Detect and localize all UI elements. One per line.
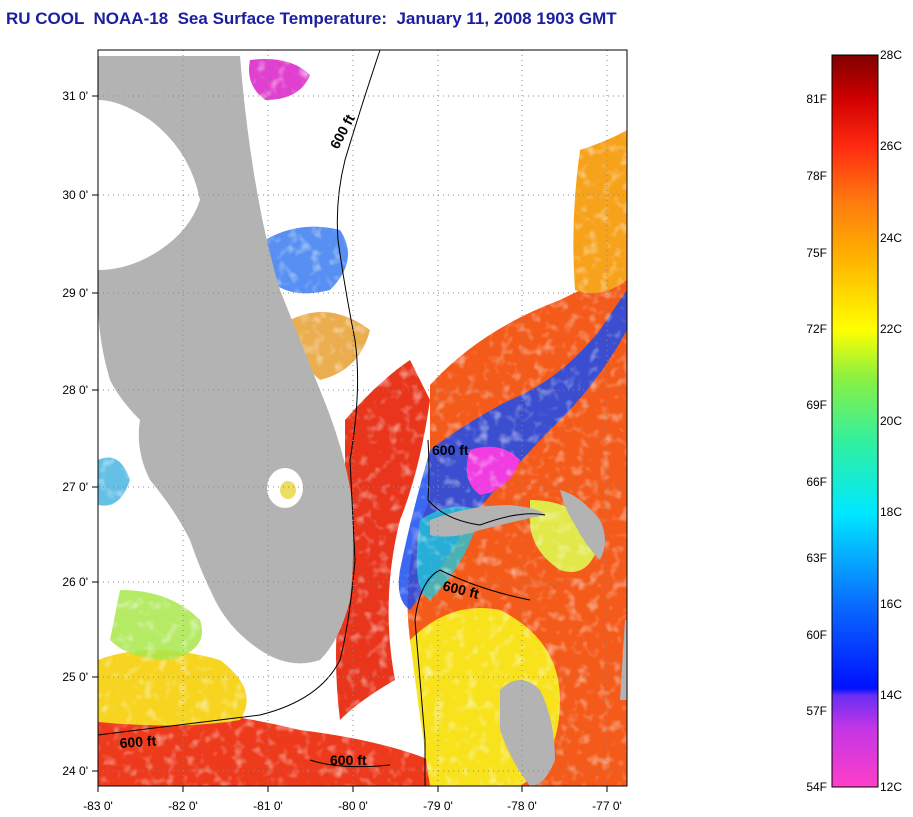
colorbar-fahrenheit-labels: 81F 78F 75F 72F 69F 66F 63F 60F 57F 54F (806, 92, 827, 794)
cay-land (620, 620, 627, 700)
colorbar-gradient (831, 54, 879, 788)
celsius-label: 28C (880, 48, 902, 62)
lon-label: -83 0' (83, 799, 113, 813)
celsius-label: 20C (880, 414, 902, 428)
lat-label: 25 0' (62, 670, 88, 684)
lon-label: -78 0' (507, 799, 537, 813)
celsius-label: 14C (880, 688, 902, 702)
fahrenheit-label: 54F (806, 780, 827, 794)
florida-land (98, 56, 354, 664)
fahrenheit-label: 72F (806, 322, 827, 336)
isobath-label: 600 ft (330, 752, 367, 768)
celsius-label: 24C (880, 231, 902, 245)
longitude-labels: -83 0' -82 0' -81 0' -80 0' -79 0' -78 0… (83, 799, 622, 813)
latitude-labels: 31 0' 30 0' 29 0' 28 0' 27 0' 26 0' 25 0… (62, 89, 88, 778)
lat-lon-grid (98, 50, 627, 786)
celsius-label: 18C (880, 505, 902, 519)
lon-label: -81 0' (253, 799, 283, 813)
fahrenheit-label: 60F (806, 628, 827, 642)
lon-label: -80 0' (338, 799, 368, 813)
fahrenheit-label: 81F (806, 92, 827, 106)
fahrenheit-label: 69F (806, 398, 827, 412)
lat-label: 31 0' (62, 89, 88, 103)
isobath-label: 600 ft (432, 442, 469, 458)
lat-label: 26 0' (62, 575, 88, 589)
colorbar-celsius-labels: 28C 26C 24C 22C 20C 18C 16C 14C 12C (880, 48, 902, 794)
lat-label: 27 0' (62, 480, 88, 494)
celsius-label: 22C (880, 322, 902, 336)
map-frame (97, 49, 628, 787)
celsius-label: 26C (880, 139, 902, 153)
fahrenheit-label: 78F (806, 169, 827, 183)
lon-label: -79 0' (423, 799, 453, 813)
lat-label: 29 0' (62, 286, 88, 300)
axis-ticks (92, 95, 608, 792)
fahrenheit-label: 66F (806, 475, 827, 489)
isobath-600ft (98, 50, 546, 786)
map-title: RU COOL NOAA-18 Sea Surface Temperature:… (6, 9, 617, 28)
lat-label: 24 0' (62, 764, 88, 778)
abaco-land (560, 490, 605, 560)
fahrenheit-label: 57F (806, 704, 827, 718)
isobath-label: 600 ft (119, 732, 157, 751)
temperature-colorbar: 28C 26C 24C 22C 20C 18C 16C 14C 12C 81F … (806, 48, 902, 794)
lon-label: -82 0' (168, 799, 198, 813)
fahrenheit-label: 75F (806, 246, 827, 260)
celsius-label: 16C (880, 597, 902, 611)
celsius-label: 12C (880, 780, 902, 794)
fahrenheit-label: 63F (806, 551, 827, 565)
lat-label: 28 0' (62, 383, 88, 397)
map-area (98, 50, 627, 786)
grand-bahama-land (430, 505, 545, 537)
lat-label: 30 0' (62, 188, 88, 202)
lon-label: -77 0' (592, 799, 622, 813)
andros-land (500, 680, 555, 786)
